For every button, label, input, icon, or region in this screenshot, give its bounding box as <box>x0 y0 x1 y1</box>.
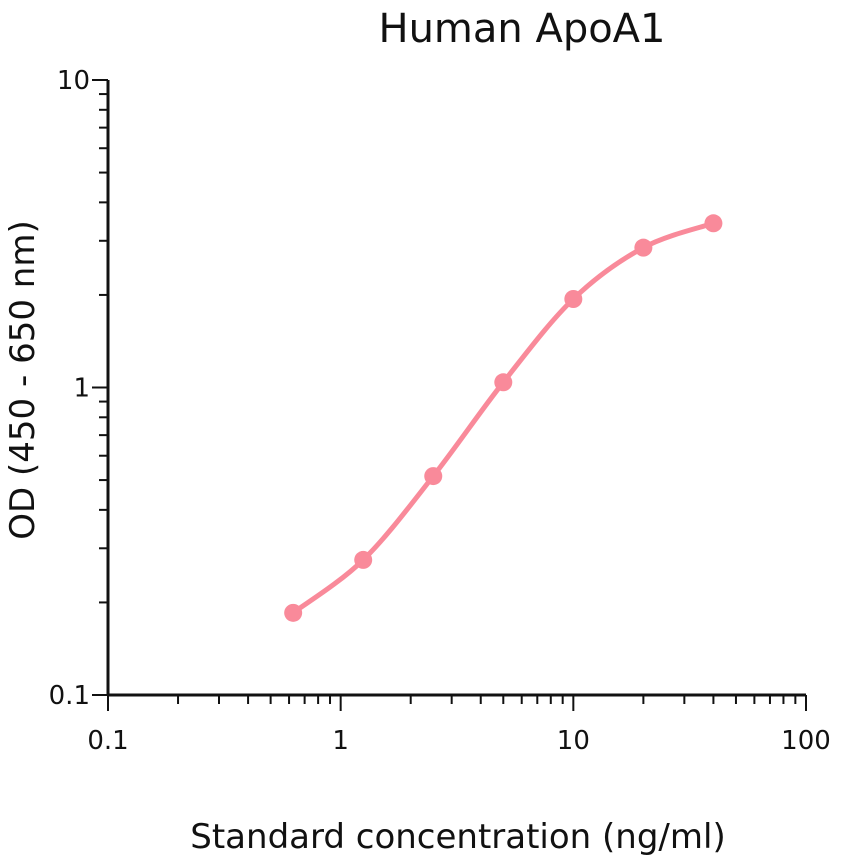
axes <box>106 80 806 697</box>
y-axis-ticks <box>92 79 108 696</box>
data-point <box>494 373 513 392</box>
x-axis-tick-labels: 0.1 1 10 100 <box>87 726 831 756</box>
x-axis-label: Standard concentration (ng/ml) <box>190 817 725 857</box>
y-tick-label: 1 <box>73 374 90 404</box>
y-axis-label: OD (450 - 650 nm) <box>3 220 43 539</box>
data-point <box>564 290 583 309</box>
data-point <box>284 603 303 622</box>
y-tick-label: 10 <box>57 66 90 96</box>
chart-title: Human ApoA1 <box>378 6 665 52</box>
data-point <box>634 238 653 257</box>
y-tick-label: 0.1 <box>49 681 90 711</box>
x-tick-label: 0.1 <box>87 726 128 756</box>
x-tick-label: 10 <box>557 726 590 756</box>
x-axis-ticks <box>107 695 807 711</box>
data-point <box>424 467 443 486</box>
series-points <box>284 214 723 622</box>
data-point <box>704 214 723 233</box>
data-point <box>354 550 373 569</box>
y-axis-tick-labels: 0.1 1 10 <box>49 66 90 711</box>
x-tick-label: 100 <box>781 726 831 756</box>
x-tick-label: 1 <box>332 726 349 756</box>
